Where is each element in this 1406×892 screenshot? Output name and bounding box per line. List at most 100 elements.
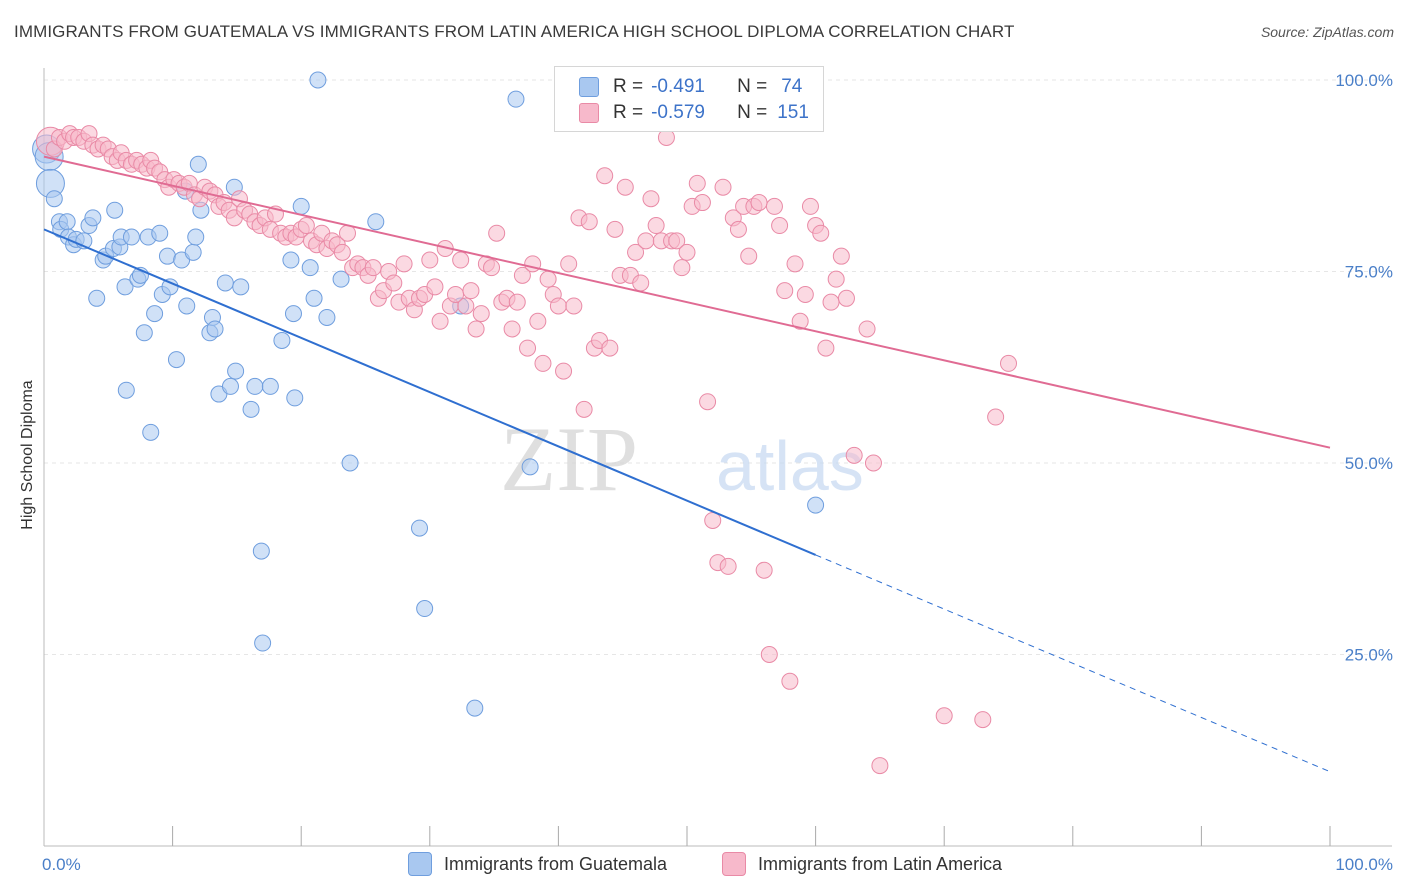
data-point-guatemala [416,600,434,618]
data-point-guatemala [466,699,484,717]
data-point-latin-america [333,243,351,261]
trend-line-latin-america [43,155,1331,449]
n-value: 74 [781,76,803,97]
data-point-latin-america [740,247,758,265]
data-point-latin-america [719,557,737,575]
data-point-guatemala [116,278,134,296]
data-point-latin-america [987,408,1005,426]
watermark-atlas: atlas [716,427,864,505]
data-point-latin-america [812,224,830,242]
data-point-guatemala [332,270,350,288]
data-point-latin-america [668,232,686,250]
data-point-guatemala [122,228,140,246]
data-point-latin-america [519,339,537,357]
data-point-latin-america [580,213,598,231]
data-point-latin-america [555,362,573,380]
data-point-latin-america [781,672,799,690]
r-value: -0.579 [651,102,705,123]
data-point-latin-america [673,259,691,277]
data-point-guatemala [309,71,327,89]
legend-row-latin-america: R = -0.579 N = 151 [579,101,809,125]
data-point-latin-america [549,297,567,315]
data-point-guatemala [206,320,224,338]
data-point-guatemala [341,454,359,472]
data-point-latin-america [472,305,490,323]
data-point-latin-america [771,217,789,235]
data-point-latin-america [462,282,480,300]
y-tick-label: 50.0% [1345,454,1393,473]
y-tick-label: 75.0% [1345,263,1393,282]
n-label: N = [737,76,768,97]
data-point-latin-america [421,251,439,269]
data-point-guatemala [158,247,176,265]
data-point-latin-america [871,757,889,775]
data-point-latin-america [765,197,783,215]
y-tick-label: 25.0% [1345,646,1393,665]
data-point-latin-america [637,232,655,250]
data-point-latin-america [426,278,444,296]
data-point-guatemala [411,519,429,537]
legend-item-guatemala: Immigrants from Guatemala [408,852,667,876]
data-point-guatemala [292,197,310,215]
data-point-guatemala [261,377,279,395]
data-point-latin-america [513,266,531,284]
data-point-latin-america [760,646,778,663]
data-point-guatemala [273,331,291,349]
legend-label-latin-america: Immigrants from Latin America [758,853,1003,874]
data-point-guatemala [45,190,63,208]
data-point-guatemala [254,634,272,652]
data-point-latin-america [776,282,794,300]
data-point-latin-america [632,274,650,292]
legend-swatch-latin-america [579,103,599,123]
data-point-latin-america [534,354,552,372]
legend-label-guatemala: Immigrants from Guatemala [444,853,668,874]
x-tick-label: 0.0% [42,855,81,874]
data-point-latin-america [837,289,855,307]
watermark-zip: ZIP [500,408,638,510]
data-point-latin-america [714,178,732,196]
data-point-latin-america [786,255,804,273]
trend-lines [43,155,1331,773]
data-point-latin-america [755,561,773,579]
data-point-latin-america [616,178,634,196]
data-point-latin-america [827,270,845,288]
data-point-latin-america [457,297,475,315]
axes [43,68,1392,847]
data-point-latin-america [822,293,840,311]
data-point-guatemala [221,377,239,395]
data-point-guatemala [58,213,76,231]
data-point-latin-america [729,220,747,238]
data-point-guatemala [246,377,264,395]
watermark: ZIP atlas [500,408,864,510]
data-point-latin-america [297,217,315,235]
data-point-latin-america [801,197,819,215]
series-legend: Immigrants from Guatemala Immigrants fro… [0,852,1406,878]
series-latin-america-points [35,125,1017,775]
data-point-latin-america [642,190,660,208]
data-point-guatemala [252,542,270,560]
data-point-guatemala [117,381,135,399]
data-point-latin-america [627,243,645,261]
data-point-latin-america [864,454,882,472]
data-point-latin-america [678,243,696,261]
data-point-guatemala [305,289,323,307]
data-point-guatemala [146,305,164,323]
data-point-latin-america [750,194,768,212]
data-point-latin-america [488,224,506,242]
correlation-legend: R = -0.491 N = 74 R = -0.579 N = 151 [554,66,824,132]
data-point-latin-america [565,297,583,315]
data-point-guatemala [507,90,525,108]
tick-labels: 25.0% 50.0% 75.0% 100.0% 0.0% 100.0% [42,71,1393,874]
data-point-latin-america [688,174,706,192]
data-point-latin-america [699,393,717,411]
data-point-guatemala [284,305,302,323]
y-tick-label: 100.0% [1335,71,1393,90]
data-point-latin-america [483,259,501,277]
data-point-guatemala [242,400,260,418]
data-point-latin-america [452,251,470,269]
data-point-guatemala [807,496,825,514]
data-point-latin-america [596,167,614,185]
legend-swatch-guatemala [408,852,432,876]
data-point-latin-america [791,312,809,330]
data-point-guatemala [301,259,319,277]
